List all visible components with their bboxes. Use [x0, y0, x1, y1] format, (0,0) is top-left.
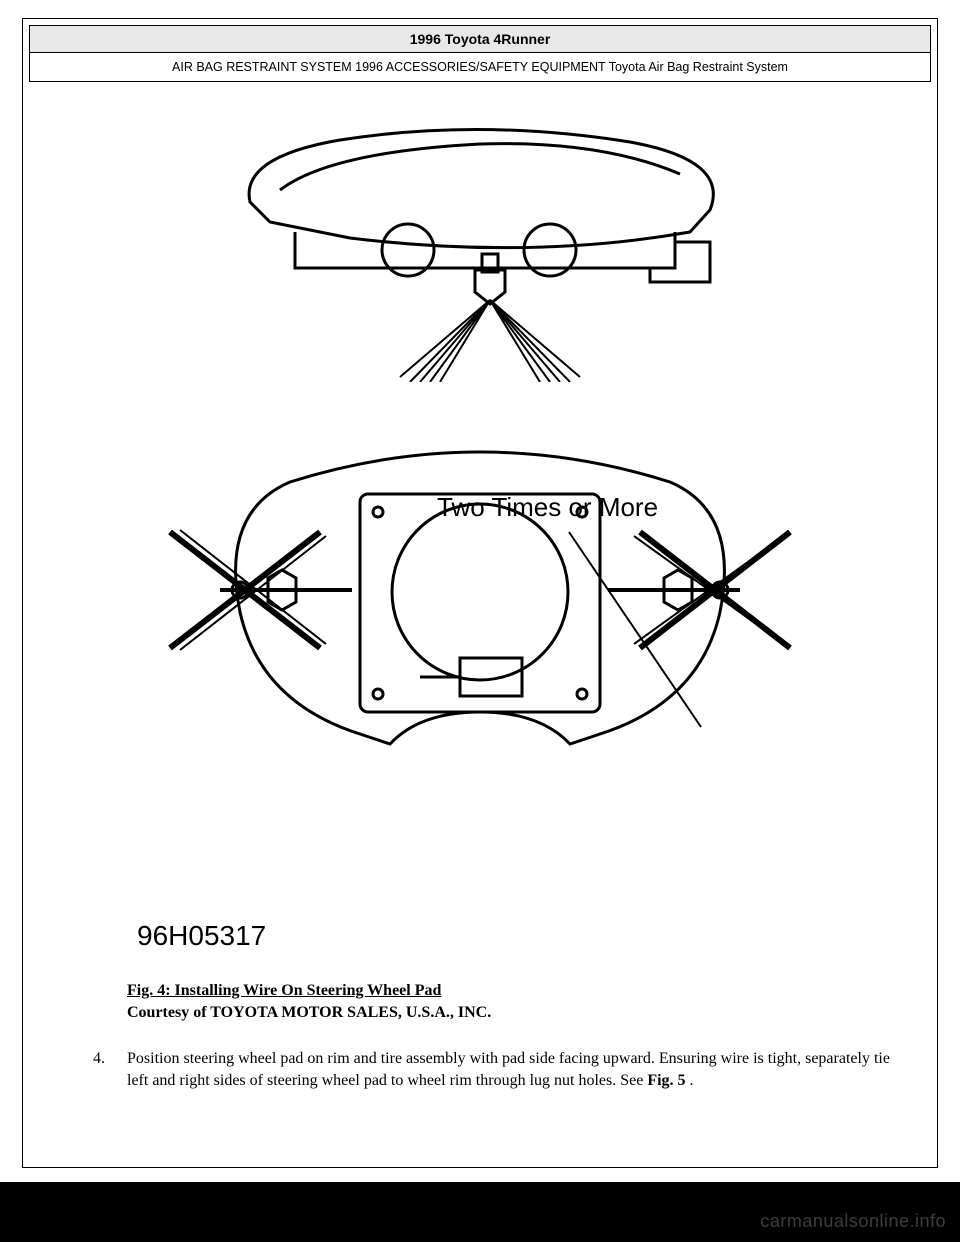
watermark-text: carmanualsonline.info: [760, 1211, 946, 1232]
step-text-after: .: [686, 1072, 694, 1089]
step-ref: Fig. 5: [647, 1072, 685, 1089]
top-illustration-icon: [130, 82, 830, 382]
step-text: Position steering wheel pad on rim and t…: [127, 1048, 891, 1091]
bottom-illustration-icon: [100, 412, 860, 772]
figure-caption: Fig. 4: Installing Wire On Steering Whee…: [127, 982, 931, 1000]
page-subtitle: AIR BAG RESTRAINT SYSTEM 1996 ACCESSORIE…: [30, 53, 930, 81]
figure-ref-number: 96H05317: [137, 920, 266, 952]
caption-label: Fig. 4: Installing Wire On Steering Whee…: [127, 982, 441, 999]
step-text-before: Position steering wheel pad on rim and t…: [127, 1050, 890, 1089]
header-box: 1996 Toyota 4Runner AIR BAG RESTRAINT SY…: [29, 25, 931, 82]
courtesy-line: Courtesy of TOYOTA MOTOR SALES, U.S.A., …: [127, 1004, 931, 1022]
figure-area: Two Times or More: [29, 82, 931, 942]
step-item: 4. Position steering wheel pad on rim an…: [93, 1048, 891, 1091]
annotation-label: Two Times or More: [437, 492, 658, 523]
footer-bar: carmanualsonline.info: [0, 1182, 960, 1242]
page-title: 1996 Toyota 4Runner: [30, 26, 930, 53]
step-number: 4.: [93, 1048, 127, 1091]
